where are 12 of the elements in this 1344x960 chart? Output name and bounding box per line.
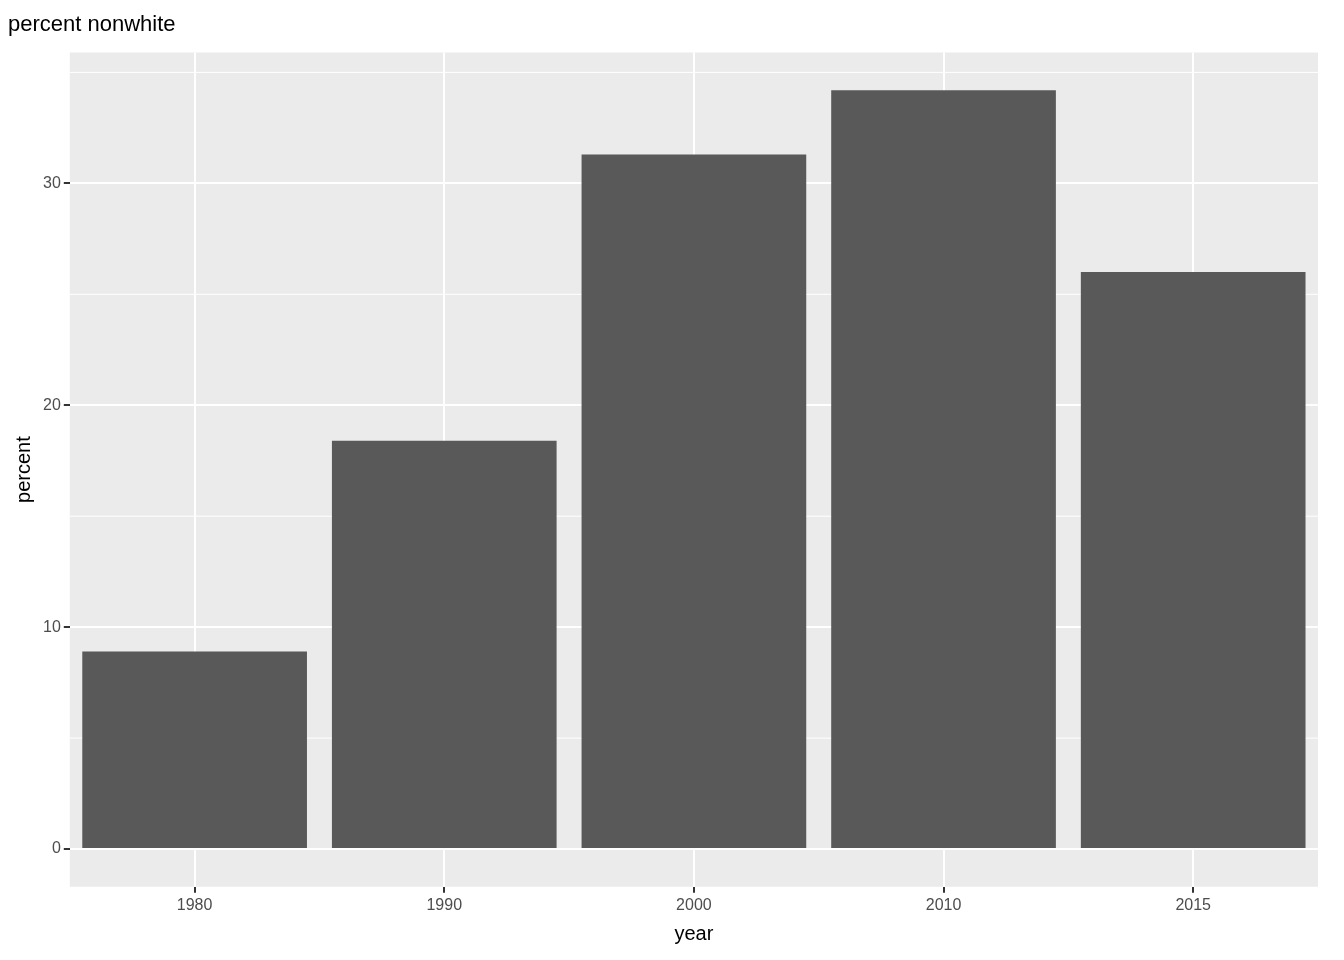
- y-axis-title: percent: [11, 435, 34, 503]
- y-tick-label: 20: [43, 395, 61, 413]
- chart-title: percent nonwhite: [8, 11, 176, 37]
- x-tick-label: 2000: [676, 895, 712, 913]
- x-tick-label: 2010: [925, 895, 962, 913]
- y-tick-label: 10: [43, 617, 61, 635]
- x-tick-label: 1980: [176, 895, 213, 913]
- y-tick-label: 30: [43, 173, 61, 191]
- x-tick-label: 2015: [1175, 895, 1212, 913]
- x-axis-title: year: [674, 921, 714, 944]
- y-tick-label: 0: [51, 839, 61, 857]
- x-tick-label: 1990: [426, 895, 463, 913]
